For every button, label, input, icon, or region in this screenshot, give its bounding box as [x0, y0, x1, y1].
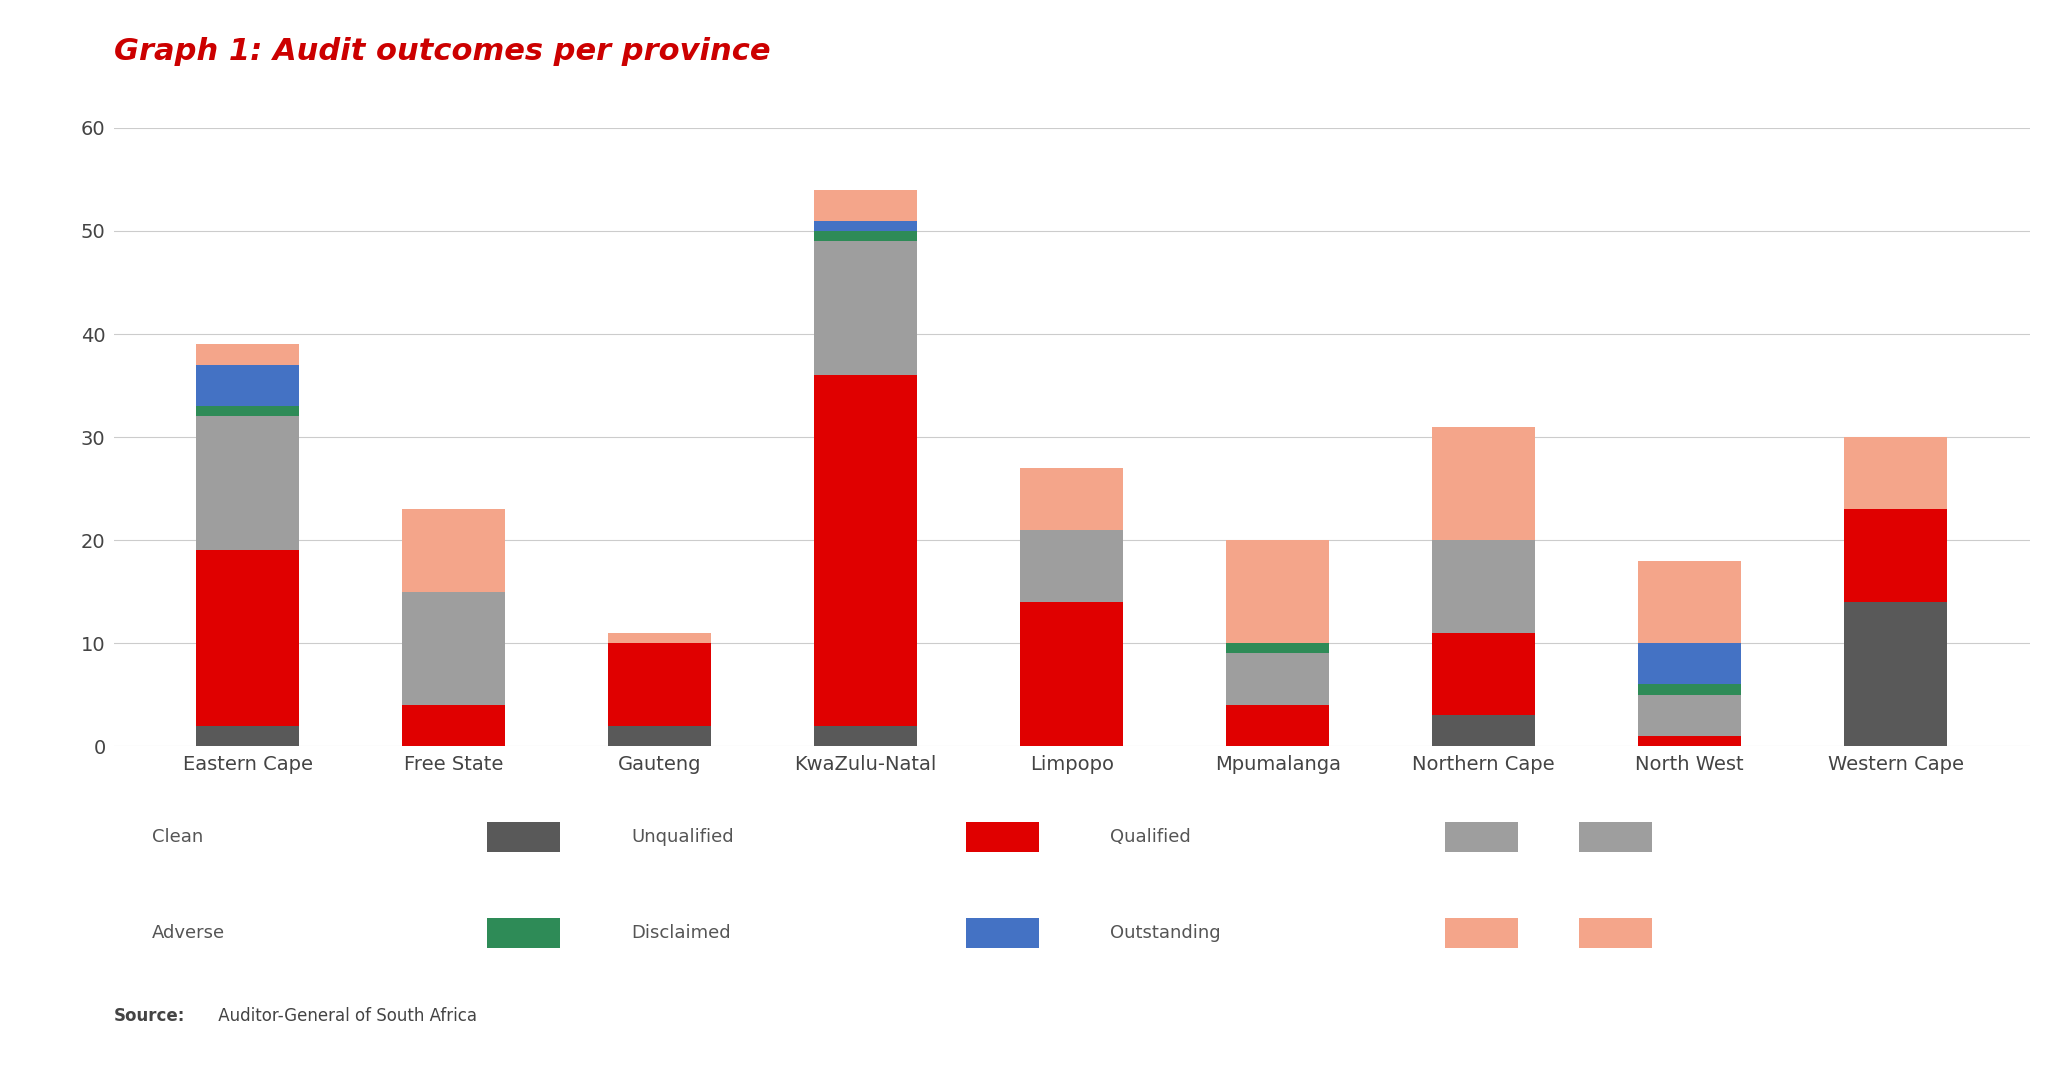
Bar [1638, 684, 1742, 695]
Bar [1843, 437, 1947, 510]
Bar [197, 550, 300, 726]
Bar [1843, 510, 1947, 602]
Text: Outstanding: Outstanding [1110, 924, 1220, 941]
Bar [1021, 530, 1122, 602]
Bar [402, 705, 505, 746]
Text: Disclaimed: Disclaimed [632, 924, 731, 941]
Bar [1021, 468, 1122, 530]
Text: Unqualified: Unqualified [632, 828, 733, 845]
FancyBboxPatch shape [1580, 918, 1653, 948]
Bar [1433, 633, 1535, 715]
Bar [197, 365, 300, 406]
Bar [1021, 602, 1122, 746]
Bar [1226, 705, 1330, 746]
FancyBboxPatch shape [967, 918, 1040, 948]
Bar [197, 406, 300, 417]
Text: Adverse: Adverse [153, 924, 226, 941]
FancyBboxPatch shape [1446, 822, 1518, 852]
Bar [609, 643, 710, 726]
Bar [1843, 602, 1947, 746]
FancyBboxPatch shape [487, 822, 561, 852]
Bar [402, 510, 505, 592]
Text: Auditor-General of South Africa: Auditor-General of South Africa [213, 1007, 476, 1025]
Bar [814, 375, 917, 726]
Bar [1433, 715, 1535, 746]
Bar [1226, 653, 1330, 705]
FancyBboxPatch shape [967, 822, 1040, 852]
Bar [814, 726, 917, 746]
FancyBboxPatch shape [487, 918, 561, 948]
FancyBboxPatch shape [1446, 918, 1518, 948]
Bar [1226, 643, 1330, 653]
Text: Graph 1: Audit outcomes per province: Graph 1: Audit outcomes per province [114, 37, 770, 66]
Bar [197, 726, 300, 746]
Bar [1433, 540, 1535, 633]
Text: Clean: Clean [153, 828, 203, 845]
Text: Source:: Source: [114, 1007, 184, 1025]
Bar [814, 241, 917, 375]
Bar [1226, 540, 1330, 643]
Bar [197, 344, 300, 365]
Bar [1433, 426, 1535, 540]
Bar [1638, 695, 1742, 736]
Bar [609, 726, 710, 746]
Bar [814, 221, 917, 231]
Text: Qualified: Qualified [1110, 828, 1191, 845]
Bar [197, 417, 300, 550]
Bar [1638, 561, 1742, 643]
Bar [402, 592, 505, 705]
Bar [1638, 643, 1742, 684]
Bar [814, 231, 917, 241]
Bar [814, 190, 917, 221]
Bar [1638, 736, 1742, 746]
Bar [609, 633, 710, 643]
FancyBboxPatch shape [1580, 822, 1653, 852]
